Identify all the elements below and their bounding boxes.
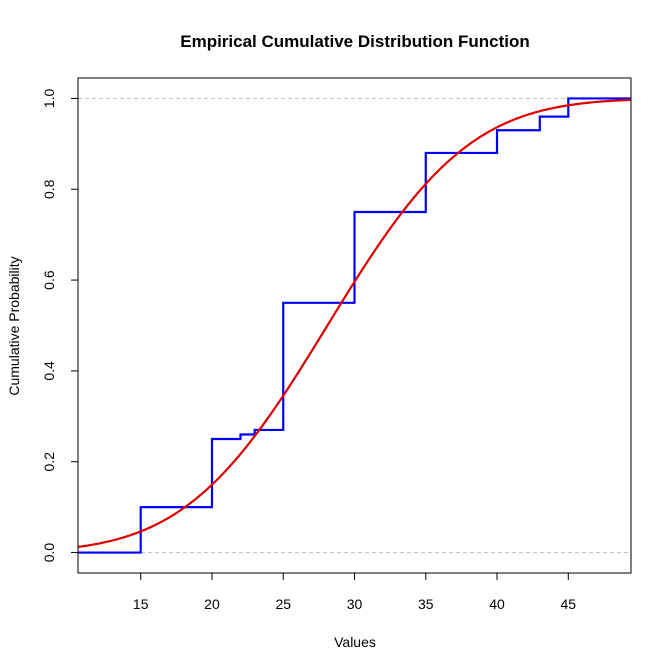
x-axis: 15 20 25 30 35 40 45 bbox=[133, 573, 576, 612]
plot-series bbox=[77, 97, 632, 554]
y-tick-label: 0.2 bbox=[41, 452, 57, 472]
x-axis-label: Values bbox=[334, 634, 376, 650]
x-tick-label: 25 bbox=[275, 596, 291, 612]
plot-frame bbox=[77, 77, 632, 574]
y-tick-label: 0.8 bbox=[41, 179, 57, 199]
x-tick-label: 15 bbox=[133, 596, 149, 612]
x-tick-label: 45 bbox=[560, 596, 576, 612]
x-tick-label: 20 bbox=[204, 596, 220, 612]
x-tick-label: 40 bbox=[489, 596, 505, 612]
y-axis: 0.0 0.2 0.4 0.6 0.8 1.0 bbox=[41, 88, 78, 562]
x-tick-label: 30 bbox=[347, 596, 363, 612]
normal-cdf-curve bbox=[77, 98, 632, 549]
x-tick-label: 35 bbox=[418, 596, 434, 612]
y-axis-label: Cumulative Probability bbox=[6, 256, 22, 395]
y-tick-label: 0.6 bbox=[41, 270, 57, 290]
ecdf-step-line bbox=[78, 97, 631, 554]
y-tick-label: 0.0 bbox=[41, 543, 57, 563]
reference-lines bbox=[78, 97, 631, 554]
y-tick-label: 1.0 bbox=[41, 88, 57, 108]
y-tick-label: 0.4 bbox=[41, 361, 57, 381]
chart-title: Empirical Cumulative Distribution Functi… bbox=[180, 32, 529, 51]
